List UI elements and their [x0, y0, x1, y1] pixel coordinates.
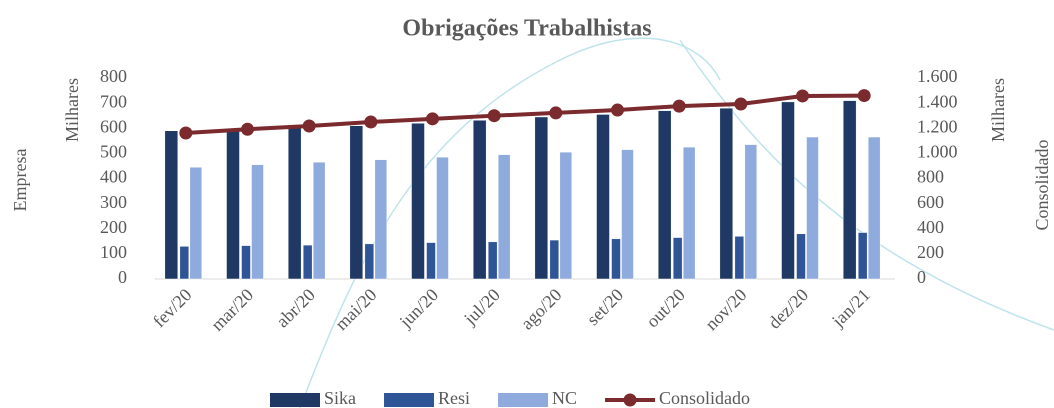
y-axis-unit: Milhares [62, 78, 82, 142]
x-tick-label: mai/20 [331, 285, 380, 334]
bar [657, 110, 672, 280]
y2-tick-label: 1.600 [917, 66, 958, 86]
x-tick-label: set/20 [583, 285, 628, 330]
bar [164, 130, 179, 280]
y-tick-label: 700 [100, 91, 127, 111]
y2-tick-label: 400 [917, 217, 944, 237]
bar [436, 156, 449, 280]
bar [487, 241, 498, 280]
x-tick-label: jun/20 [395, 285, 442, 332]
x-tick-label: fev/20 [149, 285, 196, 332]
bar [549, 239, 560, 280]
bar [312, 161, 326, 280]
x-tick-label: nov/20 [701, 285, 751, 335]
y-tick-label: 600 [100, 116, 127, 136]
legend-label: Sika [324, 388, 356, 408]
bar [534, 116, 549, 280]
x-tick-label: jan/21 [827, 285, 874, 332]
decor-curve [679, 39, 1054, 331]
bar [781, 101, 795, 280]
legend-swatch [384, 393, 435, 407]
line-marker [302, 119, 316, 133]
bar [672, 237, 683, 280]
y-tick-label: 300 [100, 192, 127, 212]
line [185, 93, 865, 136]
legend-label: Resi [438, 388, 470, 408]
bar [744, 144, 758, 280]
bar [596, 114, 610, 280]
decor-curve [299, 37, 721, 408]
bar [497, 154, 511, 280]
y-tick-label: 200 [100, 217, 127, 237]
bar [806, 136, 819, 280]
y-tick-label: 800 [100, 66, 127, 86]
bar [241, 245, 251, 280]
bar [472, 119, 487, 280]
bar [226, 129, 240, 280]
y-tick-label: 500 [100, 142, 127, 162]
bar [426, 242, 436, 280]
line-marker [734, 97, 748, 111]
x-tick-label: abr/20 [272, 285, 319, 332]
line-marker [241, 122, 254, 136]
x-tick-label: jul/20 [459, 285, 504, 330]
y-tick-label: 400 [100, 167, 127, 187]
x-tick-label: ago/20 [517, 285, 566, 334]
y2-axis-unit: Milhares [988, 78, 1008, 142]
line-marker [487, 109, 501, 123]
legend-swatch [270, 393, 320, 407]
bar [189, 166, 203, 280]
bar [179, 246, 190, 280]
y2-tick-label: 1.200 [917, 116, 958, 136]
y2-tick-label: 200 [917, 242, 944, 262]
line-marker [549, 106, 563, 120]
x-tick-label: dez/20 [764, 285, 812, 333]
y2-tick-label: 1.000 [917, 142, 958, 162]
bar [734, 236, 745, 280]
y-axis-label: Empresa [10, 149, 30, 212]
x-tick-label: out/20 [642, 285, 689, 332]
chart-title: Obrigações Trabalhistas [402, 16, 651, 42]
y2-axis-label: Consolidado [1032, 139, 1052, 230]
bar [559, 151, 573, 280]
bar [719, 107, 734, 280]
line-marker [857, 89, 871, 103]
bar [611, 238, 621, 280]
y2-tick-label: 800 [917, 167, 944, 187]
legend-swatch [498, 393, 549, 407]
legend-label: NC [552, 388, 577, 408]
bar [374, 159, 388, 280]
bar [364, 243, 375, 280]
bar [842, 100, 857, 280]
legend-label: Consolidado [659, 388, 750, 408]
y2-tick-label: 1.400 [917, 91, 958, 111]
bar [682, 146, 696, 280]
bar [349, 125, 364, 280]
bar [287, 128, 302, 280]
bar [621, 149, 634, 280]
y2-tick-label: 600 [917, 192, 944, 212]
bar [251, 164, 264, 280]
line-marker [426, 112, 439, 126]
line-marker [364, 115, 378, 129]
x-tick-label: mar/20 [207, 285, 257, 335]
y-tick-label: 100 [100, 242, 127, 262]
y2-tick-label: 0 [917, 267, 926, 287]
line-marker [179, 126, 193, 140]
line-marker [796, 89, 809, 103]
bar [857, 232, 868, 280]
bar [867, 136, 881, 280]
bar [796, 233, 806, 280]
line-marker [672, 99, 686, 113]
y-tick-label: 0 [118, 267, 127, 287]
bar [302, 244, 313, 280]
line-marker [611, 103, 624, 117]
bar [411, 122, 425, 280]
legend-swatch [623, 393, 637, 407]
